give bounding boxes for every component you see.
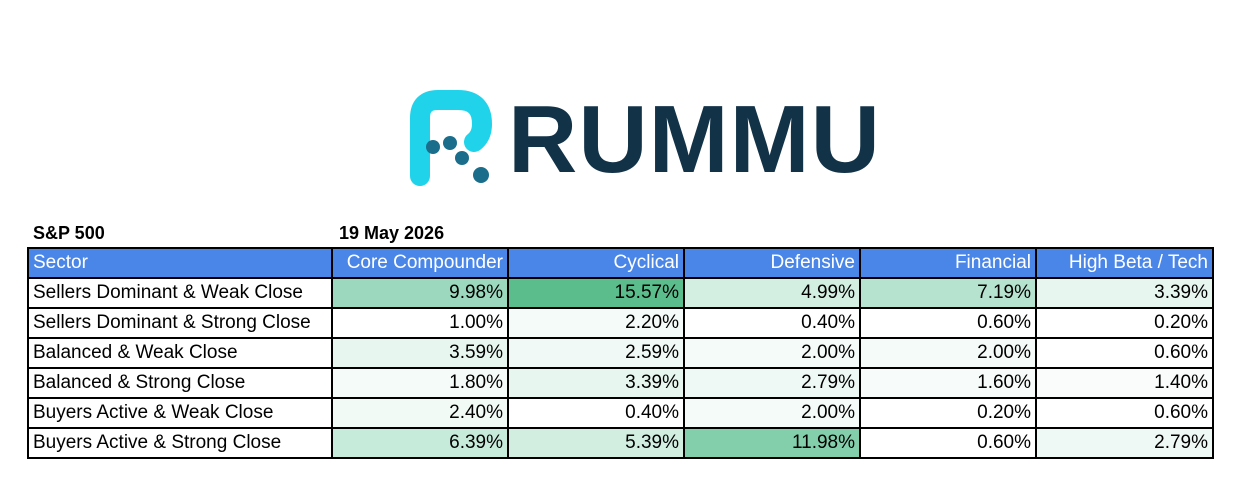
table-row: Balanced & Strong Close 1.80% 3.39% 2.79… <box>27 367 1214 399</box>
table-cell[interactable]: 5.39% <box>507 427 685 459</box>
table-cell[interactable]: 2.00% <box>683 397 861 429</box>
table-cell[interactable]: 4.99% <box>683 277 861 309</box>
table-cell[interactable]: 9.98% <box>331 277 509 309</box>
table-cell[interactable]: 1.40% <box>1035 367 1214 399</box>
date-label: 19 May 2026 <box>339 223 445 243</box>
table-cell[interactable]: 0.40% <box>683 307 861 339</box>
table-cell[interactable]: 1.00% <box>331 307 509 339</box>
row-label[interactable]: Sellers Dominant & Weak Close <box>27 277 333 309</box>
table-row: Sellers Dominant & Strong Close 1.00% 2.… <box>27 307 1214 339</box>
table-cell[interactable]: 2.00% <box>859 337 1037 369</box>
table-cell[interactable]: 2.79% <box>683 367 861 399</box>
index-label: S&P 500 <box>33 223 105 243</box>
column-header[interactable]: High Beta / Tech <box>1035 247 1214 279</box>
table-cell[interactable]: 6.39% <box>331 427 509 459</box>
table-cell[interactable]: 0.20% <box>1035 307 1214 339</box>
table-cell[interactable]: 0.40% <box>507 397 685 429</box>
row-label[interactable]: Sellers Dominant & Strong Close <box>27 307 333 339</box>
row-label[interactable]: Balanced & Strong Close <box>27 367 333 399</box>
table-cell[interactable]: 3.39% <box>1035 277 1214 309</box>
table-cell[interactable]: 2.00% <box>683 337 861 369</box>
table-cell[interactable]: 3.39% <box>507 367 685 399</box>
rummu-logo: RUMMU <box>386 80 880 202</box>
table-cell[interactable]: 15.57% <box>507 277 685 309</box>
row-label[interactable]: Buyers Active & Weak Close <box>27 397 333 429</box>
row-label[interactable]: Buyers Active & Strong Close <box>27 427 333 459</box>
table-row: Buyers Active & Strong Close 6.39% 5.39%… <box>27 427 1214 459</box>
table-cell[interactable]: 1.80% <box>331 367 509 399</box>
logo-wordmark: RUMMU <box>508 86 881 193</box>
table-cell[interactable]: 0.60% <box>859 307 1037 339</box>
table-cell[interactable]: 7.19% <box>859 277 1037 309</box>
column-header[interactable]: Cyclical <box>507 247 685 279</box>
table-row: Buyers Active & Weak Close 2.40% 0.40% 2… <box>27 397 1214 429</box>
table-row: Balanced & Weak Close 3.59% 2.59% 2.00% … <box>27 337 1214 369</box>
column-header[interactable]: Sector <box>27 247 333 279</box>
table-cell[interactable]: 0.60% <box>859 427 1037 459</box>
sector-table: Sector Core Compounder Cyclical Defensiv… <box>27 247 1214 459</box>
table-cell[interactable]: 1.60% <box>859 367 1037 399</box>
column-header[interactable]: Defensive <box>683 247 861 279</box>
table-row: Sellers Dominant & Weak Close 9.98% 15.5… <box>27 277 1214 309</box>
column-header[interactable]: Financial <box>859 247 1037 279</box>
table-cell[interactable]: 0.60% <box>1035 337 1214 369</box>
table-cell[interactable]: 3.59% <box>331 337 509 369</box>
table-header-row: Sector Core Compounder Cyclical Defensiv… <box>27 247 1214 279</box>
row-label[interactable]: Balanced & Weak Close <box>27 337 333 369</box>
column-header[interactable]: Core Compounder <box>331 247 509 279</box>
table-cell[interactable]: 2.20% <box>507 307 685 339</box>
rummu-mark-icon <box>410 90 492 186</box>
table-cell[interactable]: 0.20% <box>859 397 1037 429</box>
table-cell[interactable]: 2.79% <box>1035 427 1214 459</box>
table-cell[interactable]: 2.40% <box>331 397 509 429</box>
table-cell[interactable]: 0.60% <box>1035 397 1214 429</box>
table-cell[interactable]: 2.59% <box>507 337 685 369</box>
table-cell[interactable]: 11.98% <box>683 427 861 459</box>
